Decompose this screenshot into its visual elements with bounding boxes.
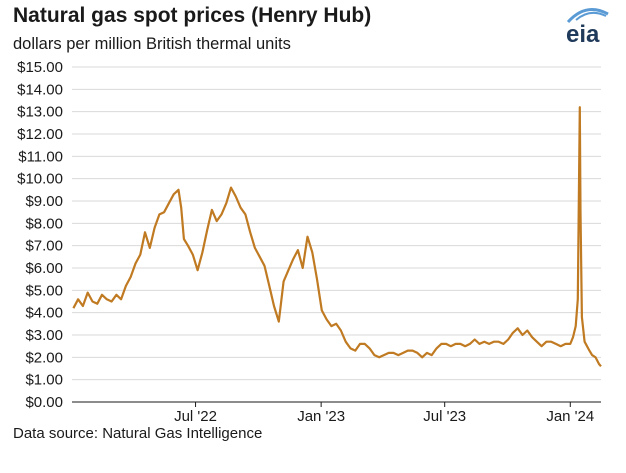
y-tick-label: $10.00 [17, 171, 63, 188]
logo-arc [566, 8, 609, 24]
y-tick-label: $0.00 [25, 394, 63, 411]
y-tick-label: $4.00 [25, 305, 63, 322]
logo-text: eia [566, 21, 600, 46]
x-tick-label: Jan '23 [297, 408, 345, 425]
logo-arc-2 [575, 11, 607, 21]
y-tick-label: $12.00 [17, 126, 63, 143]
y-tick-label: $11.00 [18, 148, 63, 165]
x-tick-label: Jul '22 [174, 408, 217, 425]
chart-title: Natural gas spot prices (Henry Hub) [13, 4, 372, 27]
x-tick-label: Jan '24 [546, 408, 594, 425]
x-axis: Jul '22 Jan '23 Jul '23 Jan '24 [174, 402, 594, 425]
y-tick-label: $13.00 [17, 104, 63, 121]
x-tick-label: Jul '23 [423, 408, 466, 425]
y-tick-label: $5.00 [25, 282, 63, 299]
y-tick-label: $15.00 [17, 59, 63, 76]
price-series-line [72, 106, 602, 368]
chart-subtitle: dollars per million British thermal unit… [13, 35, 291, 53]
series-group [72, 106, 602, 368]
y-tick-label: $7.00 [25, 238, 63, 255]
y-tick-label: $1.00 [25, 372, 63, 389]
eia-logo: eia [566, 8, 609, 46]
y-tick-label: $2.00 [25, 349, 63, 366]
y-tick-label: $9.00 [25, 193, 63, 210]
y-tick-label: $3.00 [25, 327, 63, 344]
y-axis: $0.00 $1.00 $2.00 $3.00 $4.00 $5.00 $6.00 $7.00… [17, 59, 601, 411]
data-source-note: Data source: Natural Gas Intelligence [13, 425, 263, 442]
gridlines [72, 66, 601, 381]
y-tick-label: $14.00 [17, 81, 63, 98]
y-tick-label: $8.00 [25, 215, 63, 232]
y-tick-label: $6.00 [25, 260, 63, 277]
